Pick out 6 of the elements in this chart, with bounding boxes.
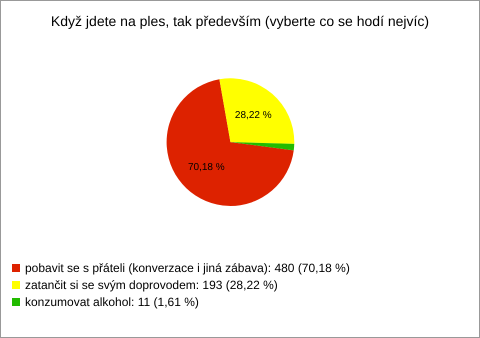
legend-label: konzumovat alkohol: 11 (1,61 %) [25,295,199,309]
chart-title: Když jdete na ples, tak především (vyberte co se hodí nejvíc) [50,13,430,29]
legend-label: zatančit si se svým doprovodem: 193 (28,22 %) [25,278,278,292]
data-label: 28,22 % [234,110,272,122]
legend-label: pobavit se s přáteli (konverzace i jiná zábava): 480 (70,18 %) [25,261,350,275]
data-label: 70,18 % [188,162,225,173]
